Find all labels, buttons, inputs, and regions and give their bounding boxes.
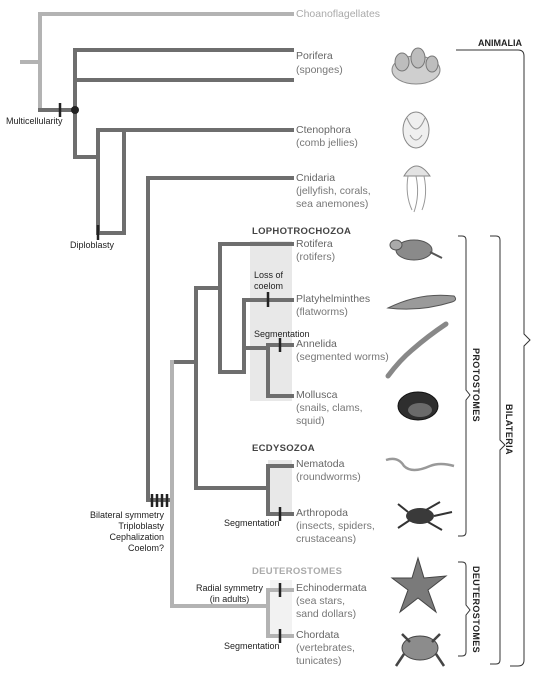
comb-jelly-icon — [402, 111, 430, 149]
branch-deutero-node — [266, 588, 294, 638]
char-segmentation-chordata: Segmentation — [224, 641, 280, 651]
common-rotifera: (rotifers) — [296, 251, 336, 263]
common-cnidaria: (jellyfish, corals, sea anemones) — [296, 185, 371, 210]
branch-eumetazoa — [73, 155, 100, 235]
roundworm-icon — [385, 457, 455, 472]
char-segmentation-annelida: Segmentation — [254, 329, 310, 339]
common-ctenophora: (comb jellies) — [296, 137, 358, 149]
branch-ecdysozoa — [194, 464, 294, 516]
bracket-bilateria — [490, 235, 506, 665]
branch-porifera — [73, 48, 294, 112]
deuterostome-shade — [270, 580, 292, 638]
common-echinodermata: (sea stars, sand dollars) — [296, 595, 357, 620]
common-arthropoda: (insects, spiders, crustaceans) — [296, 520, 375, 545]
char-diploblasty: Diploblasty — [70, 240, 115, 250]
char-multicellularity: Multicellularity — [6, 116, 63, 126]
branch-choanoflagellates — [20, 12, 294, 64]
char-loss-coelom: Loss of coelom — [254, 270, 284, 291]
frog-icon — [394, 633, 446, 667]
char-segmentation-arthropoda: Segmentation — [224, 518, 280, 528]
char-bilateral: Bilateral symmetry Triploblasty Cephaliz… — [89, 510, 164, 553]
taxon-annelida: Annelida — [296, 338, 337, 350]
bracket-label-deuterostomes: DEUTEROSTOMES — [471, 566, 481, 654]
taxon-rotifera: Rotifera — [296, 238, 333, 250]
group-ecdysozoa: ECDYSOZOA — [252, 443, 315, 454]
taxon-cnidaria: Cnidaria — [296, 172, 336, 184]
taxon-nematoda: Nematoda — [296, 458, 345, 470]
taxon-ctenophora: Ctenophora — [296, 124, 351, 136]
taxon-echinodermata: Echinodermata — [296, 582, 367, 594]
bracket-label-animalia: ANIMALIA — [478, 38, 522, 48]
node-multicellularity — [71, 106, 79, 114]
group-deuterostomes: DEUTEROSTOMES — [252, 566, 343, 577]
branch-cnidaria-node — [96, 128, 126, 235]
char-radial: Radial symmetry (in adults) — [196, 583, 264, 604]
taxon-mollusca: Mollusca — [296, 389, 338, 401]
sponge-icon — [391, 47, 441, 85]
branch-annelida-mollusca2 — [266, 346, 294, 398]
common-mollusca: (snails, clams, squid) — [296, 402, 363, 427]
lophotrochozoa-shade — [250, 241, 292, 401]
flatworm-icon — [386, 294, 457, 310]
bracket-label-bilateria: BILATERIA — [504, 404, 514, 455]
branch-bilateria-stem — [122, 176, 150, 502]
earthworm-icon — [385, 321, 449, 379]
insect-icon — [397, 501, 453, 531]
bracket-animalia — [456, 49, 531, 667]
bracket-protostomes — [458, 235, 471, 537]
ecdysozoa-shade — [268, 460, 292, 516]
rotifer-icon — [389, 239, 443, 261]
common-chordata: (vertebrates, tunicates) — [296, 642, 355, 667]
bracket-label-protostomes: PROTOSTOMES — [471, 348, 481, 423]
taxon-arthropoda: Arthropoda — [296, 507, 348, 519]
sea-star-icon — [390, 556, 448, 614]
group-lophotrochozoa: LOPHOTROCHOZOA — [252, 226, 352, 237]
clam-icon — [397, 391, 439, 421]
bracket-deuterostomes — [458, 561, 471, 657]
taxon-choanoflagellates: Choanoflagellates — [296, 8, 381, 20]
taxon-chordata: Chordata — [296, 629, 340, 641]
jellyfish-icon — [403, 165, 431, 213]
branch-deuterostomes — [170, 360, 270, 608]
common-platyhelminthes: (flatworms) — [296, 306, 348, 318]
common-nematoda: (roundworms) — [296, 471, 361, 483]
common-porifera: (sponges) — [296, 64, 343, 76]
taxon-platyhelminthes: Platyhelminthes — [296, 293, 371, 305]
taxon-porifera: Porifera — [296, 50, 333, 62]
common-annelida: (segmented worms) — [296, 351, 389, 363]
